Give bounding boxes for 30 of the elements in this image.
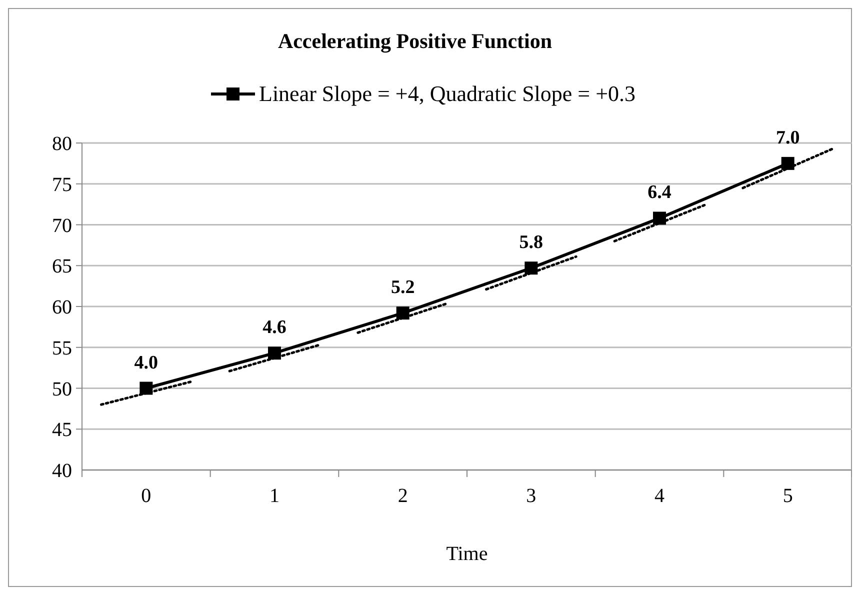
- x-tick-label: 5: [782, 485, 793, 507]
- x-tick-label: 4: [654, 485, 664, 507]
- x-tick-label: 1: [270, 485, 280, 507]
- y-tick-label: 70: [52, 214, 72, 237]
- x-tick-label: 2: [398, 485, 408, 507]
- annotation: 5.8: [519, 232, 544, 254]
- x-tick-label: 3: [526, 485, 536, 507]
- annotation: 4.6: [262, 317, 286, 338]
- point: [140, 382, 153, 395]
- annotation: 5.2: [390, 277, 415, 298]
- point: [781, 156, 794, 170]
- y-tick-label: 55: [52, 337, 72, 360]
- y-tick-label: 60: [52, 296, 72, 318]
- y-tick-label: 80: [52, 133, 72, 155]
- annotation: 4.0: [134, 352, 158, 374]
- point: [268, 346, 281, 360]
- y-tick-label: 45: [52, 419, 72, 442]
- y-tick-label: 75: [52, 174, 72, 196]
- annotation: 7.0: [776, 127, 800, 148]
- chart-title: Accelerating Positive Function: [278, 29, 552, 53]
- point: [653, 212, 666, 225]
- y-tick-label: 65: [52, 256, 72, 278]
- x-axis-title: Time: [446, 543, 488, 565]
- y-tick-label: 40: [52, 460, 72, 482]
- legend-label: Linear Slope = +4, Quadratic Slope = +0.3: [259, 81, 636, 106]
- annotation: 6.4: [648, 182, 672, 204]
- y-tick-label: 50: [52, 378, 72, 400]
- point: [396, 306, 410, 320]
- point: [524, 262, 538, 275]
- x-tick-label: 0: [141, 485, 152, 507]
